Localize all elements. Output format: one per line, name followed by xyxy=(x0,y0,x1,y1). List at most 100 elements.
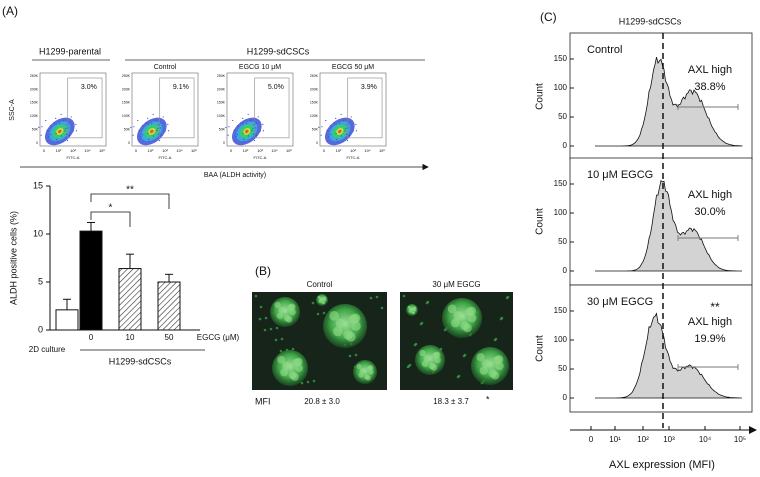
x-tick-label: 0 xyxy=(135,148,138,153)
dot xyxy=(147,132,149,134)
y-tick-label: 150K xyxy=(30,101,39,105)
dot xyxy=(325,119,327,122)
y-tick-label: 200K xyxy=(122,87,131,91)
dot xyxy=(55,117,57,119)
cell xyxy=(499,317,503,321)
dot xyxy=(247,113,249,116)
y-tick-label: 200K xyxy=(30,87,39,91)
sphere-cell xyxy=(317,295,321,299)
sphere-cell xyxy=(447,304,457,314)
dot xyxy=(167,123,169,125)
x-tick-label: 10³ xyxy=(350,148,356,153)
dot xyxy=(53,122,55,124)
panel-label: (B) xyxy=(255,264,271,278)
cell xyxy=(280,337,284,341)
sphere-cell xyxy=(492,355,502,365)
dot xyxy=(66,133,68,135)
y-tick-label: 0 xyxy=(563,141,568,150)
gate-marker xyxy=(677,104,739,110)
dot xyxy=(55,123,57,125)
gate-percent: 30.0% xyxy=(694,206,725,218)
cell xyxy=(291,347,295,351)
dot xyxy=(160,122,162,124)
y-tick-label: 0 xyxy=(563,266,568,275)
y-axis-title: Count xyxy=(535,335,546,362)
dot xyxy=(160,127,162,129)
significance-label: ** xyxy=(126,185,134,196)
histogram-label: 10 μM EGCG xyxy=(587,169,653,181)
dot xyxy=(253,139,256,142)
sphere-cell xyxy=(411,311,415,314)
dot-cloud xyxy=(244,129,249,134)
cell xyxy=(258,317,262,321)
sphere-cell xyxy=(453,311,463,320)
dot xyxy=(236,134,238,136)
gate xyxy=(67,77,103,139)
cell xyxy=(462,354,466,358)
y-tick-label: 100K xyxy=(30,114,39,118)
dot xyxy=(158,139,161,142)
cell xyxy=(254,294,258,298)
dot xyxy=(228,126,230,128)
significance-label: * xyxy=(109,203,113,214)
sphere-cell xyxy=(276,312,284,320)
dot xyxy=(251,129,253,132)
y-tick-label: 50 xyxy=(558,237,567,246)
dot xyxy=(49,134,51,136)
cell xyxy=(425,301,429,305)
cell xyxy=(263,328,267,332)
cell xyxy=(274,338,278,342)
sphere-cell xyxy=(481,359,491,368)
panel-title: H1299-sdCSCs xyxy=(619,16,682,26)
gate-percent: 5.0% xyxy=(268,84,284,91)
y-tick-label: 150K xyxy=(122,101,131,105)
dot xyxy=(138,129,140,131)
dot xyxy=(65,127,67,129)
gate xyxy=(159,77,195,139)
sphere-cell xyxy=(356,363,362,370)
dot xyxy=(262,123,264,125)
sphere-cell xyxy=(343,329,353,340)
plot-frame xyxy=(39,72,107,147)
dot xyxy=(41,126,43,128)
cell xyxy=(402,294,406,298)
dot xyxy=(164,130,166,132)
gate xyxy=(347,77,383,139)
y-tick-label: 0 xyxy=(36,141,38,145)
dot xyxy=(148,140,150,143)
dot xyxy=(326,129,328,131)
dot xyxy=(45,119,47,122)
dot xyxy=(72,130,74,132)
y-tick-label: 150 xyxy=(554,54,568,63)
x-tick-label: 10³ xyxy=(162,148,168,153)
dot xyxy=(227,134,229,136)
cell xyxy=(493,338,497,342)
x-tick-label: 10² xyxy=(336,148,342,153)
histogram-label: Control xyxy=(587,44,622,56)
y-tick-label: 0 xyxy=(38,324,43,334)
dot xyxy=(160,134,163,137)
dot xyxy=(246,122,248,125)
x-tick-label: 2D culture xyxy=(29,345,66,354)
dot xyxy=(350,116,352,118)
dot xyxy=(355,123,357,125)
x-tick-label: 10⁵ xyxy=(286,148,292,153)
x-tick-label: 0 xyxy=(323,148,326,153)
gate-percent: 3.9% xyxy=(361,84,377,91)
sphere-cell xyxy=(479,366,488,375)
sphere-cell xyxy=(288,371,297,380)
x-axis-label: FITC-A xyxy=(347,155,360,160)
y-tick-label: 100 xyxy=(554,335,568,344)
dot xyxy=(60,135,62,137)
dot xyxy=(252,127,254,129)
x-tick-label: 50 xyxy=(165,333,174,342)
cell xyxy=(311,301,315,305)
bar xyxy=(118,268,142,331)
x-tick-label: 10² xyxy=(243,148,249,153)
cell xyxy=(354,353,358,357)
dot xyxy=(344,129,346,132)
sphere-cell xyxy=(407,305,411,309)
gate-label: AXL high xyxy=(688,189,732,201)
y-tick-label: 250K xyxy=(217,74,226,78)
